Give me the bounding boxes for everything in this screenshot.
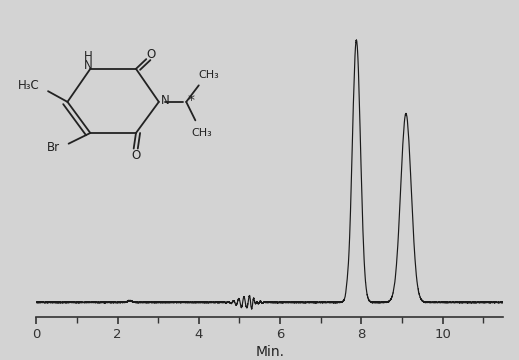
Text: O: O: [131, 149, 141, 162]
Text: *: *: [188, 93, 195, 107]
X-axis label: Min.: Min.: [255, 345, 284, 359]
Text: CH₃: CH₃: [192, 128, 213, 138]
Text: N: N: [161, 94, 170, 107]
Text: CH₃: CH₃: [199, 70, 220, 80]
Text: Br: Br: [47, 141, 60, 154]
Text: H₃C: H₃C: [18, 79, 39, 92]
Text: H: H: [84, 50, 92, 63]
Text: O: O: [146, 48, 156, 61]
Text: N: N: [84, 59, 92, 72]
